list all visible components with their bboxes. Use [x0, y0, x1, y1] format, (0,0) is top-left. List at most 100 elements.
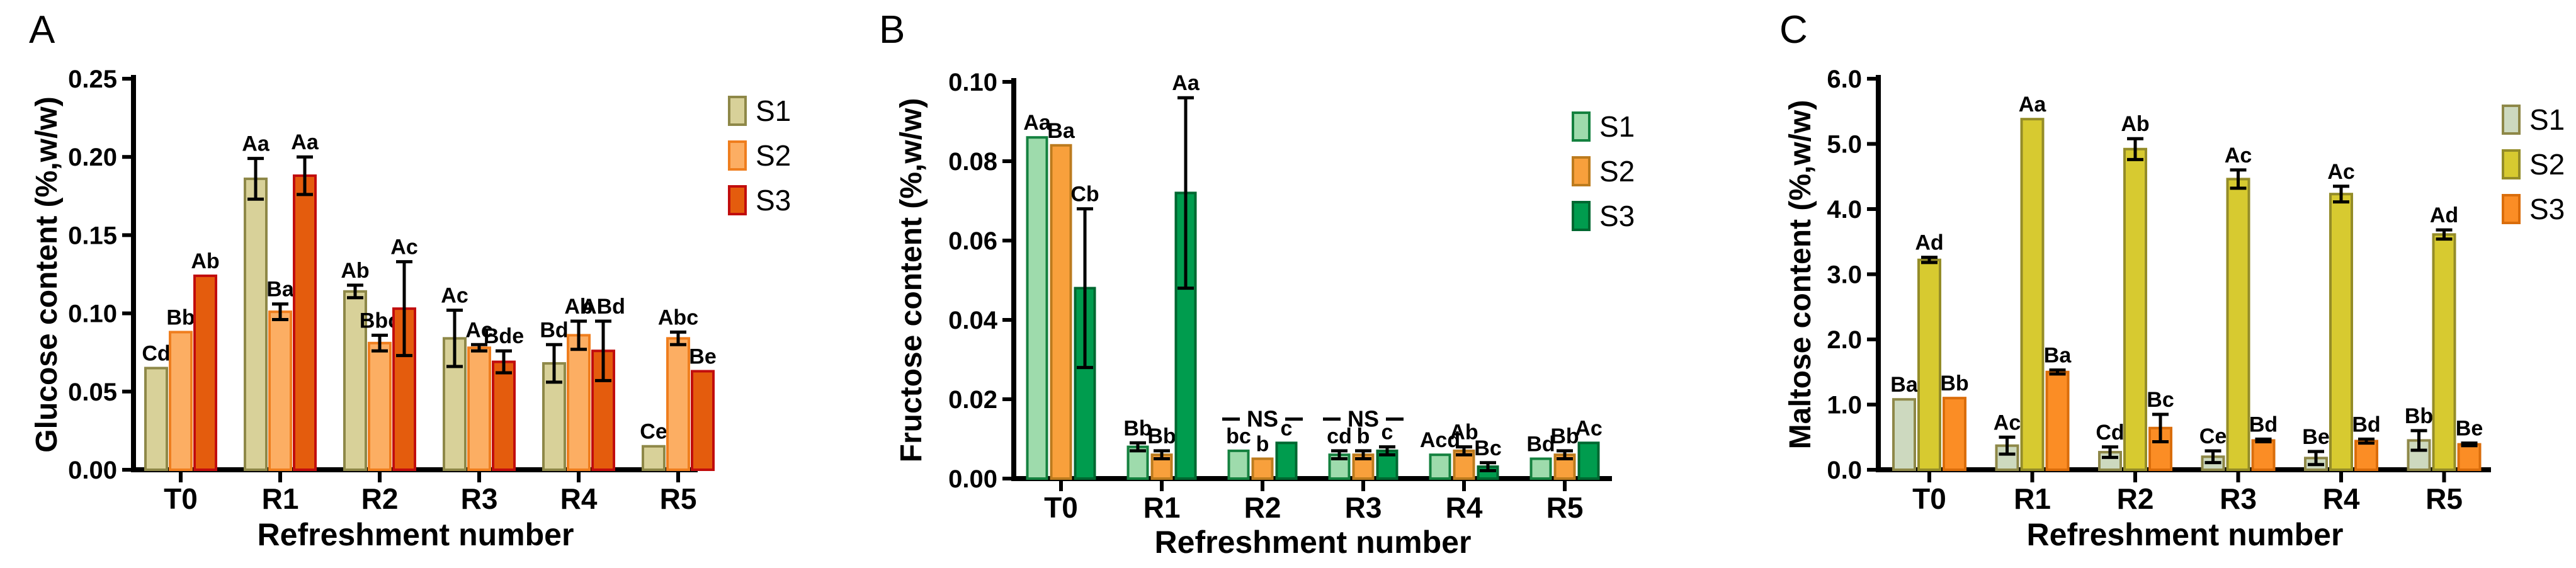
x-axis-title-c: Refreshment number	[2026, 517, 2344, 552]
significance-label: Aa	[291, 130, 319, 154]
significance-label: Ac	[390, 236, 417, 259]
legend-label-s3: S3	[756, 184, 792, 217]
y-tick-label: 3.0	[1827, 261, 1862, 289]
x-category-label: R1	[262, 482, 299, 515]
y-tick-label: 6.0	[1827, 65, 1862, 93]
legend-item-s3: S3	[728, 185, 791, 215]
x-category-label: T0	[1912, 482, 1946, 515]
x-axis-title-b: Refreshment number	[1154, 525, 1472, 560]
significance-label: Ab	[1450, 421, 1478, 445]
legend-label-s2: S2	[756, 139, 792, 172]
x-category-label: R1	[1143, 491, 1181, 524]
significance-label: Bc	[1474, 436, 1501, 460]
x-category-label: T0	[1044, 491, 1078, 524]
significance-label: Be	[2456, 417, 2483, 441]
bar-S2-R1	[268, 310, 292, 471]
bar-S1-R2	[1227, 449, 1250, 480]
significance-label: Bb	[2405, 404, 2433, 428]
bar-S2-R2	[368, 341, 392, 472]
bar-S3-R3	[492, 360, 516, 471]
bar-S2-R1	[2020, 118, 2045, 472]
legend-swatch-s2	[728, 140, 747, 171]
bar-S2-R2	[1251, 457, 1274, 480]
y-tick-label: 0.20	[68, 144, 117, 171]
significance-label: Be	[2302, 425, 2329, 449]
legend-swatch-s3	[728, 185, 747, 215]
x-category-label: R4	[2323, 482, 2360, 515]
significance-label: Acd	[1420, 428, 1460, 452]
y-axis-title-maltose: Maltose content (%,w/w)	[1784, 99, 1817, 450]
significance-label: Ac	[1994, 411, 2021, 435]
legend-item-s3: S3	[1572, 201, 1635, 231]
significance-label: b	[1357, 424, 1370, 448]
bar-S2-T0	[169, 331, 193, 472]
y-tick-label: 2.0	[1827, 326, 1862, 354]
significance-label: Abc	[658, 305, 698, 329]
y-tick-label: 4.0	[1827, 196, 1862, 224]
significance-label: Cb	[1070, 183, 1099, 207]
significance-label: Bd	[540, 318, 568, 342]
legend-item-s1: S1	[728, 96, 791, 126]
significance-label: Bb	[1147, 424, 1176, 448]
bar-S3-R4	[2354, 440, 2378, 472]
legend-label-s2: S2	[1599, 155, 1635, 188]
significance-label: Ab	[191, 249, 219, 273]
bar-S1-R5	[642, 445, 666, 471]
x-category-label: R3	[2220, 482, 2257, 515]
significance-label: Cd	[2096, 421, 2124, 445]
legend-item-s2: S2	[2502, 149, 2565, 179]
bar-S1-R1	[244, 177, 268, 471]
significance-label: Aa	[1023, 111, 1052, 135]
x-category-label: R5	[1546, 491, 1584, 524]
significance-label: cd	[1327, 424, 1352, 448]
ns-label: NS	[1247, 406, 1278, 432]
y-tick-label: 0.02	[948, 386, 997, 414]
legend-swatch-s3	[1572, 201, 1591, 231]
y-tick-label: 0.10	[68, 300, 117, 328]
significance-label: Ac	[465, 318, 492, 342]
panel-letter-a: A	[29, 8, 55, 52]
significance-label: Ba	[1890, 373, 1919, 397]
bar-S2-R4	[2329, 193, 2353, 471]
significance-label: Aa	[242, 132, 270, 156]
y-axis-title-glucose: Glucose content (%,w/w)	[30, 96, 64, 453]
x-category-label: R4	[1446, 491, 1483, 524]
x-category-label: R2	[2117, 482, 2154, 515]
ns-label: NS	[1348, 406, 1379, 432]
bar-S1-T0	[1892, 398, 1916, 471]
bar-S2-T0	[1050, 144, 1072, 480]
legend-label-s2: S2	[2529, 148, 2565, 181]
significance-label: Aa	[1172, 71, 1200, 95]
legend-swatch-s1	[2502, 105, 2521, 135]
bar-S1-R5	[1529, 457, 1552, 480]
bar-S2-R3	[2226, 178, 2250, 471]
x-category-label: R5	[2426, 482, 2463, 515]
x-category-label: R3	[1345, 491, 1382, 524]
significance-label: Cd	[142, 342, 170, 366]
significance-label: ABd	[581, 295, 625, 319]
x-category-label: R3	[461, 482, 498, 515]
x-category-label: R4	[560, 482, 598, 515]
bar-S3-T0	[1943, 397, 1966, 472]
significance-label: Bb	[1940, 372, 1968, 395]
significance-label: Bb	[1123, 416, 1152, 440]
x-axis-title-a: Refreshment number	[257, 517, 574, 552]
bar-S1-T0	[1026, 136, 1048, 480]
panel-letter-c: C	[1779, 8, 1808, 52]
y-tick-label: 1.0	[1827, 392, 1862, 419]
bar-S2-R5	[666, 337, 690, 471]
y-tick-label: 5.0	[1827, 131, 1862, 159]
significance-label: Ce	[640, 420, 667, 444]
legend-swatch-s2	[1572, 156, 1591, 186]
legend-item-s1: S1	[1572, 111, 1635, 142]
significance-label: Ac	[441, 284, 468, 308]
legend-item-s1: S1	[2502, 105, 2565, 135]
legend-item-s2: S2	[728, 140, 791, 171]
bar-S2-R5	[2432, 233, 2456, 471]
y-axis-title-fructose: Fructose content (%,w/w)	[895, 98, 928, 463]
bar-S2-R3	[467, 346, 491, 471]
y-tick-label: 0.10	[948, 69, 997, 96]
significance-label: Ac	[2327, 160, 2354, 184]
